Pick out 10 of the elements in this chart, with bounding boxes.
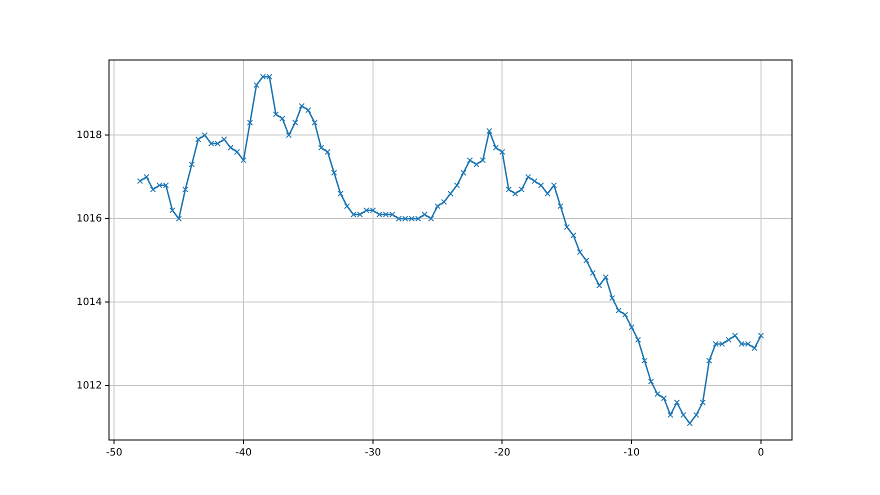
- x-tick-label: -40: [235, 448, 252, 459]
- y-tick-label: 1016: [76, 213, 102, 224]
- x-tick-label: -50: [106, 448, 122, 459]
- x-tick-label: 0: [758, 448, 764, 459]
- x-tick-label: -20: [494, 448, 510, 459]
- y-tick-label: 1012: [76, 380, 102, 392]
- x-tick-label: -10: [623, 448, 640, 459]
- x-tick-label: -30: [364, 448, 382, 459]
- y-tick-label: 1014: [76, 296, 102, 308]
- y-tick-label: 1018: [76, 130, 102, 141]
